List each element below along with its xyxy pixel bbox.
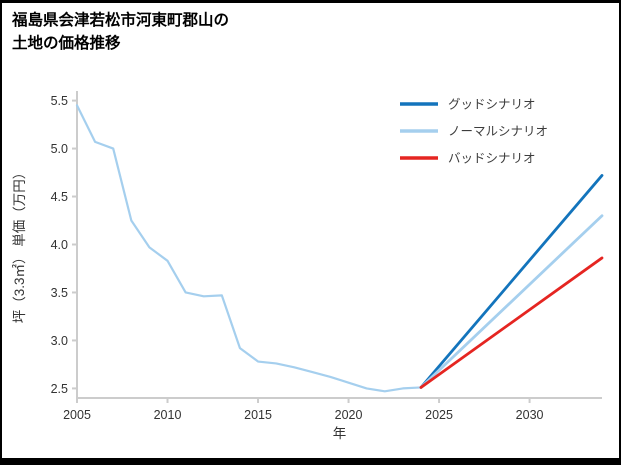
y-tick-label: 3.0 bbox=[51, 334, 68, 348]
y-tick-label: 5.5 bbox=[51, 94, 68, 108]
series-normal-line bbox=[419, 214, 604, 389]
legend-label-bad: バッドシナリオ bbox=[448, 152, 536, 166]
y-tick-label: 4.0 bbox=[51, 238, 68, 252]
series-history-line bbox=[75, 104, 423, 393]
y-tick-label: 3.5 bbox=[51, 286, 68, 300]
x-axis-label: 年 bbox=[333, 426, 347, 441]
x-tick-label: 2015 bbox=[244, 408, 272, 422]
x-tick-label: 2005 bbox=[63, 408, 91, 422]
legend-label-good: グッドシナリオ bbox=[448, 98, 536, 112]
chart-svg: 2005 2010 2015 2020 2025 2030 2.5 3.0 3.5 4.0 4.5 5… bbox=[12, 91, 604, 441]
y-tick-label: 4.5 bbox=[51, 190, 68, 204]
legend-label-normal: ノーマルシナリオ bbox=[448, 125, 548, 139]
chart-title: 福島県会津若松市河東町郡山の 土地の価格推移 bbox=[12, 12, 230, 53]
x-tick-label: 2010 bbox=[154, 408, 182, 422]
x-tick-label: 2020 bbox=[335, 408, 363, 422]
series-bad-line bbox=[419, 256, 604, 389]
x-tick-label: 2030 bbox=[516, 408, 544, 422]
series-good-line bbox=[419, 174, 604, 389]
y-tick-label: 5.0 bbox=[51, 142, 68, 156]
x-tick-label: 2025 bbox=[425, 408, 453, 422]
y-tick-label: 2.5 bbox=[51, 382, 68, 396]
y-axis-label: 坪（3.3㎡） 単価（万円） bbox=[12, 166, 27, 324]
